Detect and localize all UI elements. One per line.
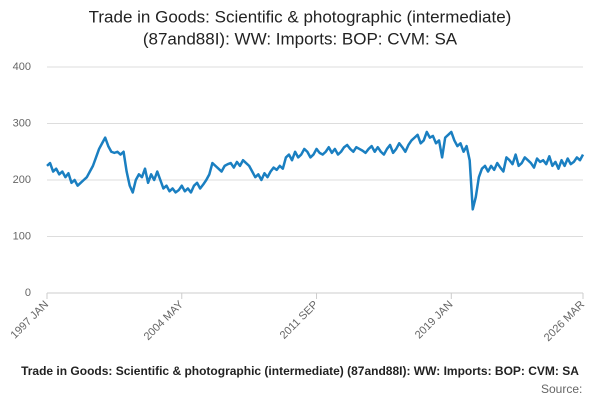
y-tick-label: 100 <box>13 230 31 242</box>
chart-title: (87and88I): WW: Imports: BOP: CVM: SA <box>143 29 458 48</box>
x-tick-label: 2019 JAN <box>413 299 456 342</box>
source: Source: <box>541 382 582 396</box>
y-tick-label: 300 <box>13 117 31 129</box>
y-tick-label: 200 <box>13 174 31 186</box>
y-tick-label: 0 <box>25 287 31 299</box>
chart-title: Trade in Goods: Scientific & photographi… <box>89 7 512 26</box>
x-tick-label: 2026 MAR <box>542 299 587 344</box>
data-line <box>46 130 585 211</box>
x-tick-label: 2004 MAY <box>142 298 187 343</box>
y-tick-label: 400 <box>13 61 31 73</box>
chart-subtitle: Trade in Goods: Scientific & photographi… <box>21 364 579 378</box>
x-tick-label: 2011 SEP <box>278 299 321 342</box>
x-tick-label: 1997 JAN <box>9 299 52 342</box>
